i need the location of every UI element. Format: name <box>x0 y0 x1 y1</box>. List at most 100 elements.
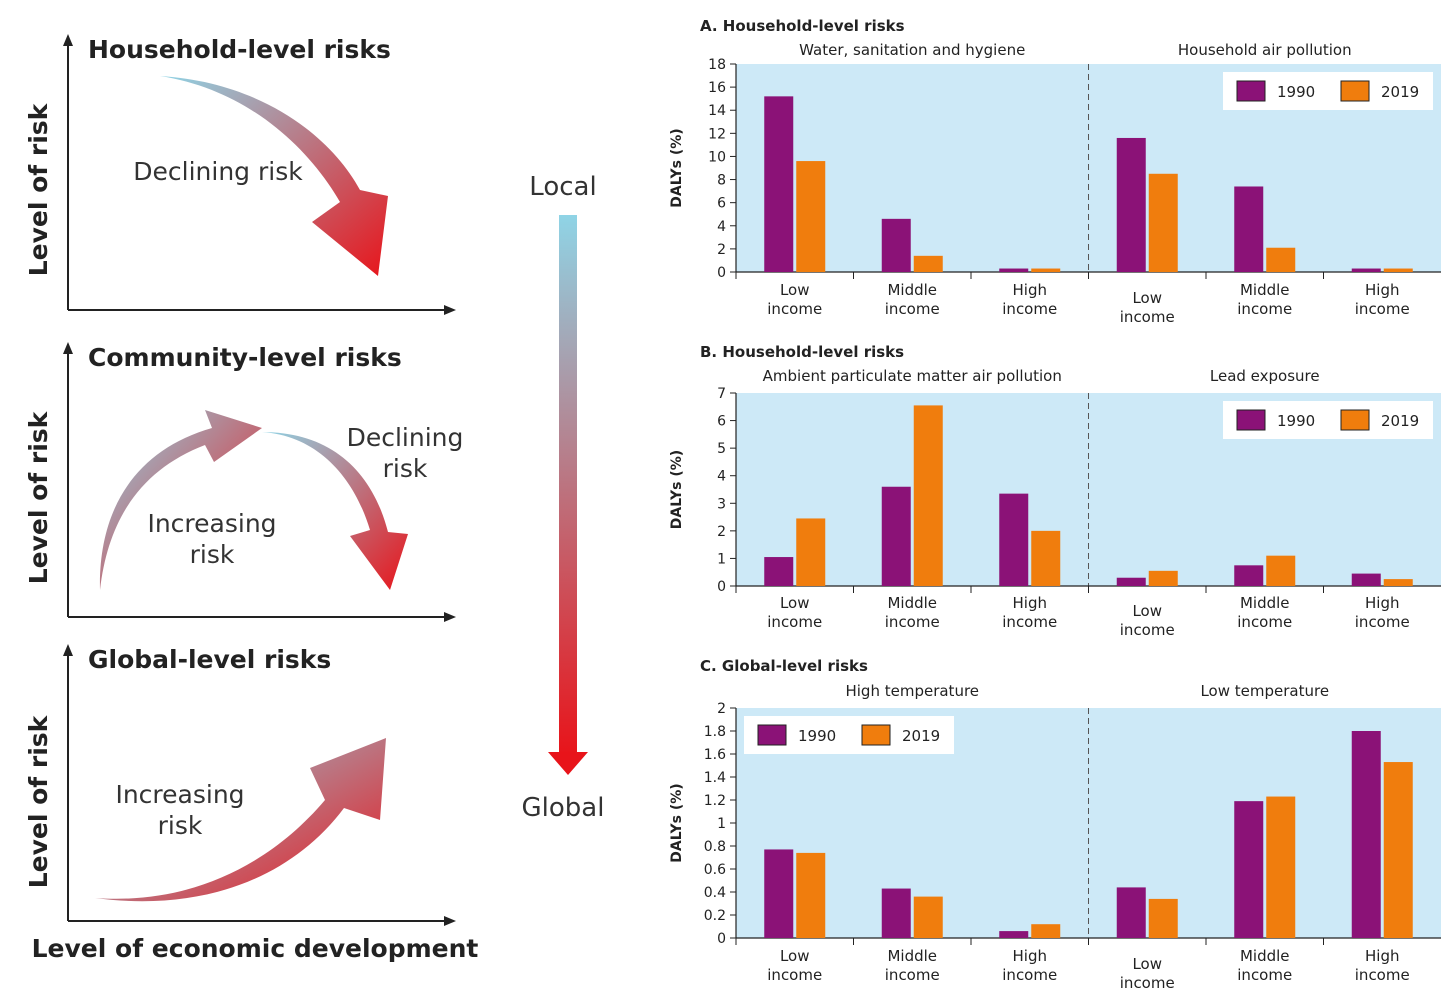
panel-title-household: Household-level risks <box>88 35 391 64</box>
chart2-y-axis-label: DALYs (%) <box>669 450 685 529</box>
chart2-y-tick-label: 4 <box>717 469 726 485</box>
chart1-y-tick-label: 16 <box>708 80 726 96</box>
chart3-bar-2019-1-2 <box>913 896 943 938</box>
declining-risk-label-community-word-1: Declining <box>347 423 464 452</box>
chart1-y-axis-label: DALYs (%) <box>669 128 685 207</box>
chart3-x-tick-label: income <box>767 966 822 984</box>
increasing-risk-label-community-word-2: risk <box>190 540 235 569</box>
scale-bar <box>559 215 577 755</box>
chart1-bar-1990-1-1 <box>764 96 794 272</box>
chart3-x-tick-label: Middle <box>887 947 937 965</box>
chart1-y-tick-label: 4 <box>717 219 726 235</box>
chart3-bar-1990-1-3 <box>999 931 1029 938</box>
chart2-x-tick-label: income <box>1355 613 1410 631</box>
chart1-bar-2019-2-2 <box>1266 247 1296 272</box>
chart2-panel2-subtitle: Lead exposure <box>1210 367 1320 385</box>
chart1-bar-1990-2-3 <box>1351 268 1381 272</box>
risk-transition-diagram: Household-level risks Level of risk Decl… <box>24 34 605 963</box>
chart1-x-tick-label: income <box>1237 300 1292 318</box>
chart1-y-tick-label: 18 <box>708 57 726 73</box>
chart1-bar-2019-2-3 <box>1383 268 1413 272</box>
chart1-title: A. Household-level risks <box>700 17 905 35</box>
chart1-y-tick-label: 2 <box>717 242 726 258</box>
chart2-bar-2019-2-1 <box>1148 570 1178 586</box>
chart2-bar-1990-2-1 <box>1116 577 1146 586</box>
chart3-bar-1990-2-1 <box>1116 887 1146 938</box>
chart3-y-tick-label: 1 <box>717 816 726 832</box>
chart2-x-tick-label: income <box>1002 613 1057 631</box>
chart3-bar-2019-1-3 <box>1031 924 1061 938</box>
chart3-x-tick-label: income <box>1355 966 1410 984</box>
chart1-y-tick-label: 6 <box>717 196 726 212</box>
chart1-bar-2019-2-1 <box>1148 173 1178 272</box>
chart1-x-tick-label: income <box>1355 300 1410 318</box>
chart1-y-tick-label: 10 <box>708 149 726 165</box>
chart3-x-tick-label: Low <box>780 947 810 965</box>
chart2-x-tick-label: Middle <box>1240 594 1290 612</box>
declining-risk-arrow-community <box>262 432 408 590</box>
chart2-bar-2019-1-1 <box>796 518 826 586</box>
chart2-bar-2019-1-3 <box>1031 530 1061 586</box>
chart2-bar-1990-2-2 <box>1234 565 1264 586</box>
chart3-y-tick-label: 0.6 <box>704 862 726 878</box>
chart3-title: C. Global-level risks <box>700 657 868 675</box>
chart3-bar-2019-2-3 <box>1383 762 1413 938</box>
panel-household: Household-level risks Level of risk Decl… <box>24 34 456 315</box>
chart2-legend-label-1990: 1990 <box>1277 412 1315 430</box>
chart1-bar-2019-1-2 <box>913 255 943 272</box>
chart2-bar-2019-2-3 <box>1383 579 1413 586</box>
local-global-scale: Local Global <box>522 172 605 823</box>
chart3-y-tick-label: 1.8 <box>704 724 726 740</box>
chart2-y-tick-label: 5 <box>717 441 726 457</box>
chart2-y-tick-label: 7 <box>717 386 726 402</box>
chart2-y-tick-label: 0 <box>717 579 726 595</box>
chart1-bar-1990-2-1 <box>1116 137 1146 272</box>
chart3-x-tick-label: income <box>1237 966 1292 984</box>
chart3-panel1-subtitle: High temperature <box>845 682 979 700</box>
chart1-legend-label-2019: 2019 <box>1381 83 1419 101</box>
chart2-legend-swatch-1990 <box>1236 409 1266 431</box>
increasing-risk-label-community: Increasing risk <box>147 509 276 569</box>
increasing-risk-arrow-community <box>99 410 262 590</box>
chart2-panel1-subtitle: Ambient particulate matter air pollution <box>763 367 1062 385</box>
panel-title-community: Community-level risks <box>88 343 402 372</box>
chart3-y-tick-label: 0.8 <box>704 839 726 855</box>
scale-top-label: Local <box>529 172 596 202</box>
chart1-y-tick-label: 12 <box>708 126 726 142</box>
chart3-x-tick-label: High <box>1365 947 1399 965</box>
chart2-y-tick-label: 6 <box>717 414 726 430</box>
chart1-x-tick-label: High <box>1365 281 1399 299</box>
y-axis-label-household: Level of risk <box>24 102 53 276</box>
chart3-legend-swatch-2019 <box>861 724 891 746</box>
scale-bottom-label: Global <box>522 793 605 823</box>
chart2-y-tick-label: 3 <box>717 496 726 512</box>
chart1-y-tick-label: 14 <box>708 103 726 119</box>
chart2-y-tick-label: 2 <box>717 524 726 540</box>
chart2-bar-1990-1-1 <box>764 557 794 586</box>
chart2-x-tick-label: High <box>1365 594 1399 612</box>
chart1-bar-1990-1-2 <box>881 218 911 272</box>
chart3-x-tick-label: income <box>1120 974 1175 992</box>
declining-risk-line1: Declining risk <box>133 157 303 186</box>
chart1-x-tick-label: Low <box>780 281 810 299</box>
chart2-bar-1990-2-3 <box>1351 573 1381 586</box>
chart1-legend-label-1990: 1990 <box>1277 83 1315 101</box>
chart3-y-tick-label: 1.4 <box>704 770 726 786</box>
chart2-bar-2019-1-2 <box>913 405 943 586</box>
chart3-panel2-subtitle: Low temperature <box>1200 682 1329 700</box>
chart2-x-tick-label: Low <box>1132 602 1162 620</box>
chart3-bar-1990-1-1 <box>764 849 794 938</box>
chart3-x-tick-label: income <box>1002 966 1057 984</box>
chart3-bar-2019-2-1 <box>1148 898 1178 938</box>
chart1-legend-swatch-1990 <box>1236 80 1266 102</box>
chart3-x-tick-label: income <box>885 966 940 984</box>
chart1-x-tick-label: income <box>1120 308 1175 326</box>
chart3-legend-label-1990: 1990 <box>798 727 836 745</box>
chart2-x-tick-label: Low <box>780 594 810 612</box>
chart3-bar-1990-2-3 <box>1351 731 1381 938</box>
chart1-panel1-subtitle: Water, sanitation and hygiene <box>799 41 1025 59</box>
chart3-x-tick-label: Middle <box>1240 947 1290 965</box>
chart3-y-tick-label: 2 <box>717 701 726 717</box>
chart3-bar-2019-1-1 <box>796 852 826 938</box>
scale-arrowhead <box>548 752 588 775</box>
